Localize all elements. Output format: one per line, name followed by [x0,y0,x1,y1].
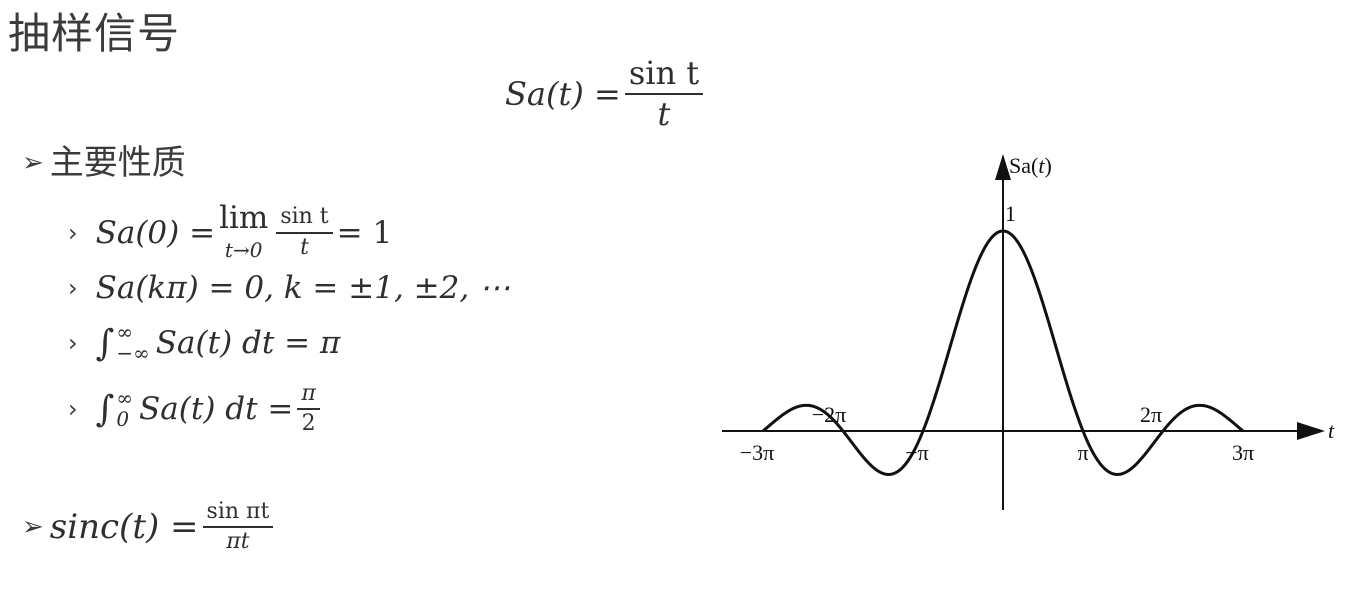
chevron-bullet-icon: › [68,218,78,247]
limit-operator: lim t→0 [219,200,269,263]
tick-labels: −3π −2π −π π 2π 3π [740,402,1254,465]
x-axis-arrow-icon [1297,422,1325,440]
p4-fraction: π 2 [297,381,320,437]
property-sa-zero: › Sa(0) = lim t→0 sin t t = 1 [68,200,393,263]
p1-numerator: sin t [276,205,333,234]
p2-text: Sa(kπ) = 0, k = ±1, ±2, ⋯ [95,270,511,306]
lim-subscript: t→0 [224,238,263,262]
integral-sign: ∫ ∞ −∞ [96,322,150,364]
lim-text: lim [219,200,269,236]
tick-label: 2π [1140,402,1162,427]
arrow-bullet-icon: ➢ [22,512,44,543]
p1-fraction: sin t t [276,205,333,260]
x-axis-label: t [1328,418,1335,443]
integral-upper: ∞ [116,320,134,344]
p4-numerator: π [297,381,320,411]
sa-fraction: sin t t [624,55,704,134]
property-sa-zeros: › Sa(kπ) = 0, k = ±1, ±2, ⋯ [68,270,510,306]
peak-label: 1 [1005,201,1016,226]
integral-lower: −∞ [116,341,150,365]
sinc-fraction: sin πt πt [202,499,274,555]
sinc-numerator: sin πt [202,499,274,529]
integral-limits: ∞ −∞ [116,322,149,364]
integral-lower: 0 [116,407,130,432]
tick-label: 3π [1232,440,1254,465]
sinc-lhs: sinc(t) = [49,507,199,548]
tick-label: −π [905,440,929,465]
sa-lhs: Sa(t) = [505,75,621,114]
integral-upper: ∞ [116,386,134,411]
chevron-bullet-icon: › [68,274,78,302]
sa-function-graph: Sa(t) t 1 −3π −2π −π π 2π 3π [722,153,1335,510]
chevron-bullet-icon: › [68,329,78,357]
tick-label: −3π [740,440,775,465]
tick-label: −2π [812,402,847,427]
p3-expr: Sa(t) dt = π [155,325,341,361]
properties-heading-text: 主要性质 [49,143,186,183]
slide-title: 抽样信号 [8,9,181,58]
p4-expr: Sa(t) dt = [139,391,294,428]
sa-denominator: t [657,95,671,134]
y-axis-label: Sa(t) [1009,153,1052,178]
p1-denominator: t [300,234,309,260]
integral-symbol: ∫ [95,322,115,364]
y-axis-arrow-icon [995,154,1011,180]
integral-limits: ∞ 0 [116,388,133,430]
p1-rhs: = 1 [336,214,393,251]
chevron-bullet-icon: › [68,395,78,424]
integral-symbol: ∫ [95,388,115,430]
sa-curve [762,229,1244,476]
sa-numerator: sin t [624,55,704,96]
integral-sign: ∫ ∞ 0 [96,388,133,430]
properties-heading: ➢ 主要性质 [22,140,186,186]
property-integral-half: › ∫ ∞ 0 Sa(t) dt = π 2 [68,381,324,437]
sinc-definition: ➢ sinc(t) = sin πt πt [22,499,277,555]
p4-denominator: 2 [301,411,316,437]
p1-lhs: Sa(0) = [95,214,216,251]
sa-definition-formula: Sa(t) = sin t t [505,55,707,134]
tick-label: π [1077,440,1088,465]
sinc-denominator: πt [226,529,250,555]
property-integral-full: › ∫ ∞ −∞ Sa(t) dt = π [68,322,340,364]
arrow-bullet-icon: ➢ [22,148,44,178]
